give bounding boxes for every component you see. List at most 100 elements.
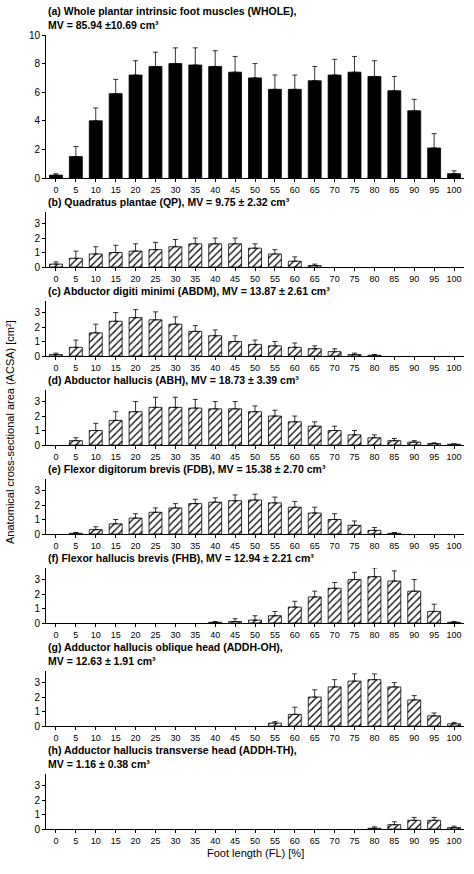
svg-text:45: 45 — [230, 630, 240, 640]
svg-text:(f) Flexor hallucis brevis (FH: (f) Flexor hallucis brevis (FHB), MV = 1… — [48, 552, 314, 564]
svg-text:90: 90 — [409, 541, 419, 551]
svg-text:3: 3 — [34, 485, 40, 496]
svg-text:45: 45 — [230, 836, 240, 846]
svg-text:100: 100 — [447, 274, 462, 284]
svg-text:55: 55 — [270, 452, 280, 462]
svg-text:15: 15 — [111, 836, 121, 846]
svg-text:(e) Flexor digitorum brevis (F: (e) Flexor digitorum brevis (FDB), MV = … — [48, 463, 326, 475]
svg-text:Anatomical cross-sectional are: Anatomical cross-sectional area (ACSA) [… — [4, 320, 16, 544]
svg-text:10: 10 — [91, 836, 101, 846]
svg-text:50: 50 — [250, 185, 260, 195]
svg-text:(h) Adductor hallucis transver: (h) Adductor hallucis transverse head (A… — [48, 744, 297, 770]
svg-text:75: 75 — [350, 630, 360, 640]
svg-text:90: 90 — [409, 363, 419, 373]
svg-text:4: 4 — [34, 115, 40, 126]
svg-text:(b) Quadratus plantae (QP), MV: (b) Quadratus plantae (QP), MV = 9.75 ± … — [48, 196, 290, 208]
svg-text:50: 50 — [250, 452, 260, 462]
svg-text:65: 65 — [310, 733, 320, 743]
svg-text:55: 55 — [270, 274, 280, 284]
svg-text:60: 60 — [290, 185, 300, 195]
svg-text:85: 85 — [389, 452, 399, 462]
svg-text:0: 0 — [34, 529, 40, 540]
svg-text:90: 90 — [409, 630, 419, 640]
svg-text:65: 65 — [310, 630, 320, 640]
svg-text:2: 2 — [34, 500, 40, 511]
svg-text:30: 30 — [170, 363, 180, 373]
svg-text:80: 80 — [369, 541, 379, 551]
svg-text:65: 65 — [310, 541, 320, 551]
svg-text:30: 30 — [170, 185, 180, 195]
svg-text:100: 100 — [447, 836, 462, 846]
svg-text:25: 25 — [150, 185, 160, 195]
svg-text:65: 65 — [310, 185, 320, 195]
svg-text:1: 1 — [34, 809, 40, 820]
svg-text:0: 0 — [53, 363, 58, 373]
svg-text:95: 95 — [429, 363, 439, 373]
svg-text:80: 80 — [369, 733, 379, 743]
svg-text:25: 25 — [150, 363, 160, 373]
svg-text:75: 75 — [350, 363, 360, 373]
svg-text:55: 55 — [270, 185, 280, 195]
svg-text:90: 90 — [409, 836, 419, 846]
svg-text:5: 5 — [73, 630, 78, 640]
svg-text:65: 65 — [310, 363, 320, 373]
svg-text:5: 5 — [73, 541, 78, 551]
svg-text:70: 70 — [330, 541, 340, 551]
svg-text:95: 95 — [429, 630, 439, 640]
svg-text:90: 90 — [409, 452, 419, 462]
svg-text:80: 80 — [369, 836, 379, 846]
svg-text:20: 20 — [131, 733, 141, 743]
svg-text:45: 45 — [230, 733, 240, 743]
svg-text:75: 75 — [350, 836, 360, 846]
svg-text:10: 10 — [91, 630, 101, 640]
svg-text:20: 20 — [131, 541, 141, 551]
svg-text:2: 2 — [34, 795, 40, 806]
svg-text:15: 15 — [111, 274, 121, 284]
svg-text:85: 85 — [389, 274, 399, 284]
svg-text:15: 15 — [111, 630, 121, 640]
svg-text:5: 5 — [73, 274, 78, 284]
svg-text:30: 30 — [170, 541, 180, 551]
svg-text:45: 45 — [230, 452, 240, 462]
svg-text:60: 60 — [290, 274, 300, 284]
svg-text:10: 10 — [91, 363, 101, 373]
svg-text:65: 65 — [310, 836, 320, 846]
svg-text:85: 85 — [389, 733, 399, 743]
svg-text:100: 100 — [447, 363, 462, 373]
svg-text:20: 20 — [131, 630, 141, 640]
svg-text:1: 1 — [34, 706, 40, 717]
svg-text:35: 35 — [190, 541, 200, 551]
svg-text:0: 0 — [53, 630, 58, 640]
svg-text:20: 20 — [131, 836, 141, 846]
svg-text:(c) Abductor digiti minimi (AB: (c) Abductor digiti minimi (ABDM), MV = … — [48, 285, 330, 297]
svg-text:50: 50 — [250, 541, 260, 551]
svg-text:70: 70 — [330, 733, 340, 743]
svg-text:45: 45 — [230, 541, 240, 551]
svg-text:45: 45 — [230, 185, 240, 195]
svg-text:95: 95 — [429, 185, 439, 195]
svg-text:45: 45 — [230, 274, 240, 284]
svg-text:1: 1 — [34, 336, 40, 347]
svg-text:100: 100 — [447, 541, 462, 551]
svg-text:30: 30 — [170, 733, 180, 743]
svg-text:90: 90 — [409, 733, 419, 743]
svg-text:10: 10 — [91, 733, 101, 743]
svg-text:85: 85 — [389, 185, 399, 195]
svg-text:20: 20 — [131, 452, 141, 462]
svg-text:40: 40 — [210, 836, 220, 846]
svg-text:60: 60 — [290, 836, 300, 846]
svg-text:25: 25 — [150, 541, 160, 551]
svg-text:0: 0 — [34, 440, 40, 451]
svg-text:90: 90 — [409, 185, 419, 195]
svg-text:0: 0 — [34, 351, 40, 362]
svg-text:(g) Adductor hallucis oblique: (g) Adductor hallucis oblique head (ADDH… — [48, 641, 283, 667]
svg-text:0: 0 — [53, 733, 58, 743]
svg-text:35: 35 — [190, 274, 200, 284]
svg-text:55: 55 — [270, 363, 280, 373]
svg-text:35: 35 — [190, 452, 200, 462]
svg-text:30: 30 — [170, 630, 180, 640]
svg-text:0: 0 — [34, 618, 40, 629]
svg-text:30: 30 — [170, 452, 180, 462]
svg-text:5: 5 — [73, 836, 78, 846]
svg-text:60: 60 — [290, 630, 300, 640]
